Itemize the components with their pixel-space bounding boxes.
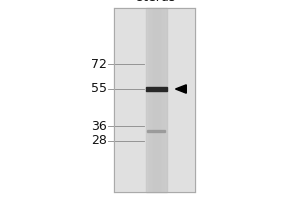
Bar — [158, 8, 159, 192]
Bar — [146, 87, 167, 91]
Bar — [154, 8, 155, 192]
Bar — [150, 8, 151, 192]
Text: 55: 55 — [91, 82, 106, 95]
Bar — [163, 8, 164, 192]
Bar — [157, 8, 158, 192]
Bar — [166, 8, 167, 192]
Text: 36: 36 — [91, 119, 106, 132]
Bar — [161, 8, 162, 192]
Bar — [151, 8, 152, 192]
Bar — [155, 8, 156, 192]
Bar — [148, 8, 149, 192]
Bar — [146, 8, 147, 192]
Text: Uterus: Uterus — [135, 0, 177, 4]
Polygon shape — [176, 85, 186, 93]
Bar — [153, 8, 154, 192]
Bar — [162, 8, 163, 192]
Bar — [114, 8, 195, 192]
Bar — [164, 8, 166, 192]
Bar — [160, 8, 161, 192]
Bar — [146, 130, 166, 132]
Text: 28: 28 — [91, 134, 106, 148]
Text: 72: 72 — [91, 58, 106, 71]
Bar — [149, 8, 150, 192]
Bar — [156, 8, 157, 192]
Bar — [146, 8, 148, 192]
Bar — [159, 8, 160, 192]
Bar — [152, 8, 153, 192]
Bar — [146, 8, 167, 192]
